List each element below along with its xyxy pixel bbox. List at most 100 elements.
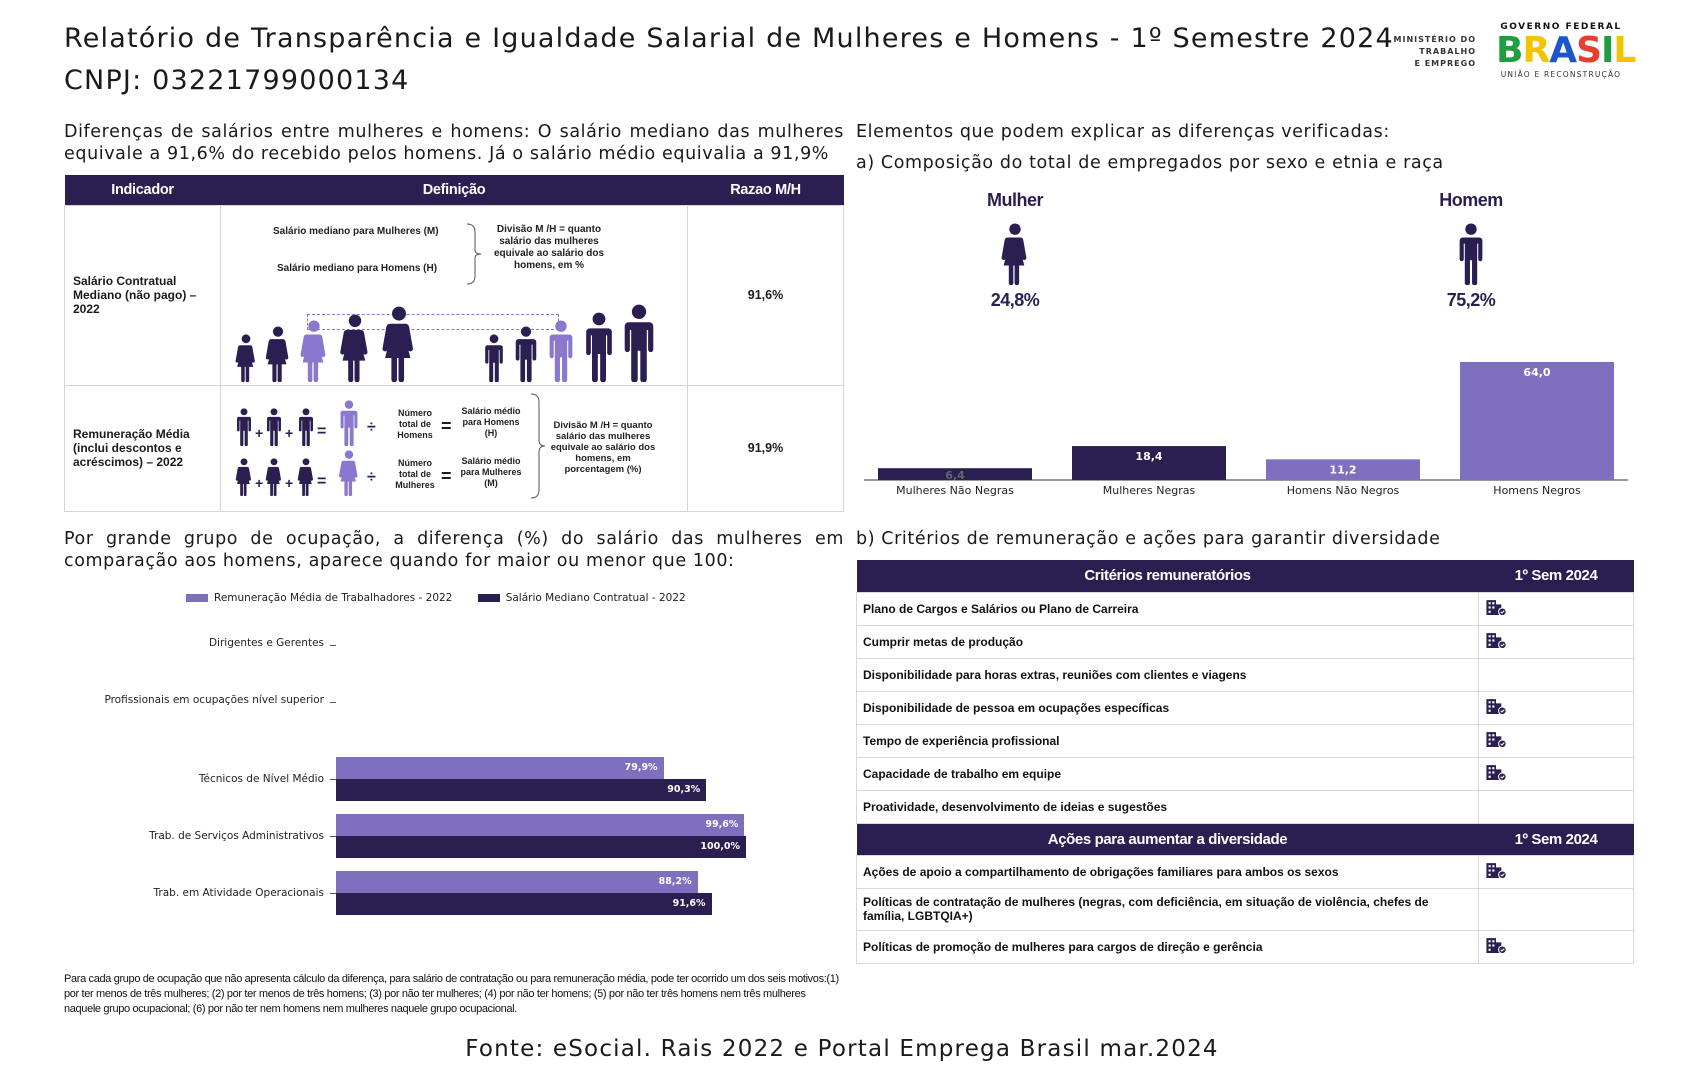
category-label: Homens Não Negros bbox=[1287, 484, 1400, 497]
woman-icon bbox=[1001, 223, 1027, 285]
actions-header: Ações para aumentar a diversidade bbox=[856, 823, 1479, 855]
criteria-table: Critérios remuneratórios 1º Sem 2024 Plano… bbox=[856, 560, 1634, 964]
category-label: Mulheres Não Negras bbox=[896, 484, 1014, 497]
criteria-mark bbox=[1478, 657, 1634, 692]
actions-label: Políticas de promoção de mulheres para c… bbox=[856, 929, 1479, 964]
def-div-text: Divisão M /H = quanto salário das mulher… bbox=[493, 223, 605, 271]
occupation-chart: Dirigentes e Gerentes Profissionais em oc… bbox=[64, 630, 844, 920]
building-check-icon bbox=[1485, 599, 1507, 616]
svg-text:=: = bbox=[317, 423, 326, 440]
homem-label: Homem bbox=[1439, 190, 1503, 210]
bar-2 bbox=[1266, 459, 1420, 480]
svg-text:÷: ÷ bbox=[367, 419, 376, 436]
criteria-label: Capacidade de trabalho em equipe bbox=[856, 756, 1479, 791]
building-check-icon bbox=[1485, 937, 1507, 954]
source-note: Fonte: eSocial. Rais 2022 e Portal Empre… bbox=[465, 1036, 1219, 1062]
svg-text:+: + bbox=[285, 475, 293, 491]
num-total-homens: Número total de Homens bbox=[397, 407, 433, 440]
occ-legend: Remuneração Média de Trabalhadores - 202… bbox=[186, 592, 686, 604]
page-title: Relatório de Transparência e Igualdade S… bbox=[64, 18, 1394, 102]
bar-value-label: 6,4 bbox=[945, 469, 965, 482]
mulher-label: Mulher bbox=[986, 190, 1044, 210]
mulher-block: Mulher 24,8% bbox=[960, 190, 1070, 311]
building-check-icon bbox=[1485, 698, 1507, 715]
building-check-icon bbox=[1485, 862, 1507, 879]
homem-block: Homem 75,2% bbox=[1416, 190, 1526, 311]
equals-icon: = bbox=[441, 415, 452, 436]
people-figures bbox=[235, 304, 654, 382]
value-mediano: 91,6% bbox=[687, 204, 844, 386]
category-label: Mulheres Negras bbox=[1103, 484, 1196, 497]
building-check-icon bbox=[1485, 731, 1507, 748]
criteria-row: Disponibilidade para horas extras, reuni… bbox=[856, 657, 1634, 692]
sal-medio-mulheres: Salário médio para Mulheres (M) bbox=[460, 455, 522, 488]
svg-text:+: + bbox=[255, 425, 263, 441]
svg-text:+: + bbox=[285, 425, 293, 441]
category-label: Profissionais em ocupações nível superio… bbox=[104, 694, 324, 706]
actions-mark bbox=[1478, 887, 1634, 931]
criteria-row: Cumprir metas de produção bbox=[856, 624, 1634, 659]
cnpj: CNPJ: 03221799000134 bbox=[64, 65, 410, 96]
criteria-label: Proatividade, desenvolvimento de ideias … bbox=[856, 789, 1479, 824]
bar-value-label: 11,2 bbox=[1329, 463, 1356, 476]
sum-figures: + + = ÷ + + = ÷ bbox=[235, 399, 376, 496]
header-definicao: Definição bbox=[220, 175, 688, 205]
equals-icon: = bbox=[441, 465, 452, 486]
elements-heading: Elementos que podem explicar as diferenç… bbox=[856, 122, 1390, 142]
brace-icon bbox=[530, 393, 546, 498]
actions-col-header: 1º Sem 2024 bbox=[1478, 823, 1634, 855]
actions-label: Ações de apoio a compartilhamento de obr… bbox=[856, 854, 1479, 889]
criteria-row: Capacidade de trabalho em equipe bbox=[856, 756, 1634, 791]
criteria-row: Tempo de experiência profissional bbox=[856, 723, 1634, 758]
indicator-table: Indicador Definição Razao M/H Salário Co… bbox=[64, 175, 844, 512]
criteria-header: Critérios remuneratórios bbox=[856, 560, 1479, 592]
legend-item-mediano: Salário Mediano Contratual - 2022 bbox=[477, 592, 686, 604]
mulher-pct: 24,8% bbox=[990, 290, 1040, 310]
svg-text:÷: ÷ bbox=[367, 469, 376, 486]
building-check-icon bbox=[1485, 632, 1507, 649]
sub-a-heading: a) Composição do total de empregados por… bbox=[856, 153, 1444, 173]
bar-media: 88,2% bbox=[336, 871, 698, 893]
criteria-label: Plano de Cargos e Salários ou Plano de C… bbox=[856, 591, 1479, 626]
tick-mark bbox=[330, 779, 336, 780]
bar-mediano: 91,6% bbox=[336, 893, 712, 915]
bar-mediano: 90,3% bbox=[336, 779, 707, 801]
tick-mark bbox=[330, 645, 336, 646]
actions-row: Políticas de contratação de mulheres (ne… bbox=[856, 887, 1634, 931]
criteria-mark bbox=[1478, 723, 1634, 758]
tick-mark bbox=[330, 702, 336, 703]
criteria-row: Plano de Cargos e Salários ou Plano de C… bbox=[856, 591, 1634, 626]
criteria-mark bbox=[1478, 624, 1634, 659]
sal-medio-homens: Salário médio para Homens (H) bbox=[461, 405, 521, 438]
homem-pct: 75,2% bbox=[1446, 290, 1496, 310]
bar-mediano: 100,0% bbox=[336, 836, 746, 858]
brasil-wordmark: BRASIL bbox=[1496, 30, 1636, 71]
bar-value-label: 18,4 bbox=[1135, 450, 1162, 463]
bar-value-label: 64,0 bbox=[1523, 366, 1550, 379]
building-check-icon bbox=[1485, 764, 1507, 781]
ministerio-logo: MINISTÉRIO DO TRABALHO E EMPREGO bbox=[1393, 35, 1476, 68]
criteria-label: Cumprir metas de produção bbox=[856, 624, 1479, 659]
brace-icon bbox=[466, 223, 482, 284]
criteria-label: Disponibilidade para horas extras, reuni… bbox=[856, 657, 1479, 692]
governo-federal-logo: GOVERNO FEDERAL BRASIL UNIÃO E RECONSTRU… bbox=[1496, 22, 1636, 79]
bar-3 bbox=[1460, 362, 1614, 480]
bar-1 bbox=[1072, 446, 1226, 480]
tick-mark bbox=[330, 836, 336, 837]
bar-0 bbox=[878, 468, 1032, 480]
bar-media: 99,6% bbox=[336, 814, 745, 836]
category-label: Trab. em Atividade Operacionais bbox=[153, 887, 324, 899]
footnote: Para cada grupo de ocupação que não apre… bbox=[64, 973, 839, 1015]
indicator-media: Remuneração Média (inclui descontos e ac… bbox=[64, 384, 221, 512]
actions-header-row: Ações para aumentar a diversidade 1º Sem … bbox=[856, 823, 1634, 855]
report-title: Relatório de Transparência e Igualdade S… bbox=[64, 23, 1394, 54]
criteria-header-row: Critérios remuneratórios 1º Sem 2024 bbox=[856, 560, 1634, 592]
criteria-label: Disponibilidade de pessoa em ocupações e… bbox=[856, 690, 1479, 725]
num-total-mulheres: Número total de Mulheres bbox=[395, 457, 435, 490]
actions-row: Ações de apoio a compartilhamento de obr… bbox=[856, 854, 1634, 889]
actions-label: Políticas de contratação de mulheres (ne… bbox=[856, 887, 1479, 931]
criteria-mark bbox=[1478, 591, 1634, 626]
actions-mark bbox=[1478, 929, 1634, 964]
criteria-row: Proatividade, desenvolvimento de ideias … bbox=[856, 789, 1634, 824]
def-h-label: Salário mediano para Homens (H) bbox=[277, 262, 438, 274]
